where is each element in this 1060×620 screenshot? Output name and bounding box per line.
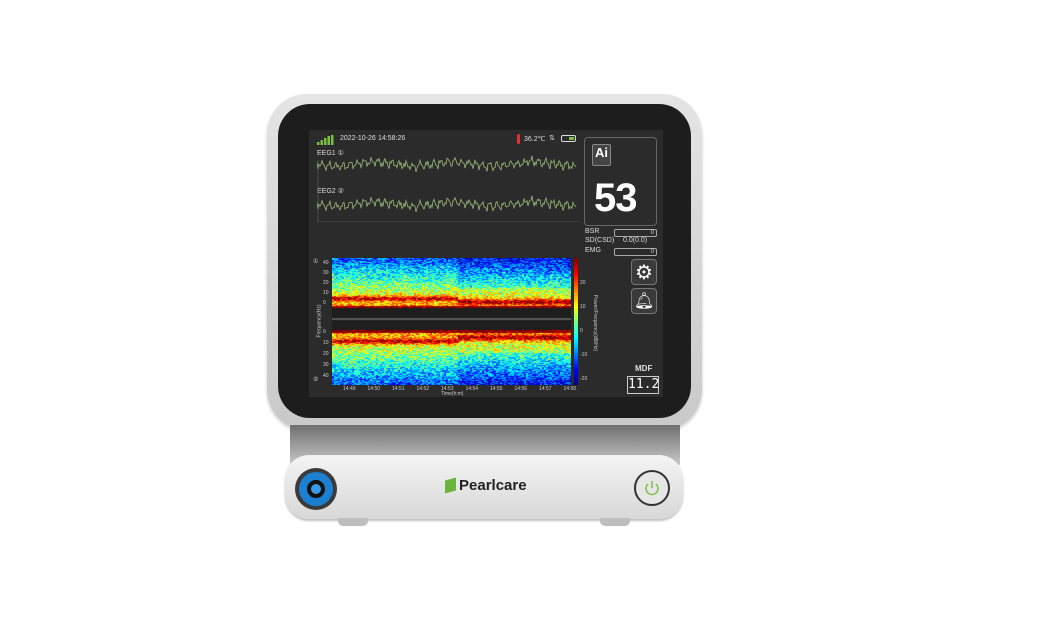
bell-icon: 🔔︎	[633, 293, 655, 310]
index-value: 53	[594, 176, 637, 220]
xtick-label: 14:50	[367, 386, 381, 392]
sdcsd-label: SD(CSD)	[585, 237, 615, 244]
colorbar-tick-label: 0	[580, 328, 583, 334]
sdcsd-value: 0.0(0.0)	[623, 237, 648, 244]
spectrogram-xlabel: Time(h:m)	[441, 391, 464, 397]
colorbar-tick-label: 20	[580, 280, 586, 286]
ytick-label: 20	[323, 351, 329, 357]
channel-top-marker: ①	[313, 259, 319, 265]
monitor-base	[285, 455, 683, 519]
bsr-label: BSR	[585, 228, 600, 235]
channel-bottom-marker: ②	[313, 377, 319, 383]
ytick-label: 30	[323, 362, 329, 368]
battery-icon	[561, 135, 576, 142]
xtick-label: 14:49	[343, 386, 356, 392]
colorbar-tick-label: 10	[580, 304, 586, 310]
index-panel: Ai 53	[584, 137, 657, 226]
date: 2022-10-26	[340, 135, 376, 142]
time: 14:58:26	[378, 135, 406, 142]
leaf-icon	[445, 477, 456, 494]
eeg-waveforms	[317, 155, 579, 222]
power-button[interactable]	[634, 470, 670, 506]
power-icon	[645, 481, 659, 496]
transfer-arrows-icon: ⇅	[549, 135, 555, 142]
spectrogram	[332, 258, 571, 385]
sensor-port[interactable]	[295, 468, 337, 510]
ytick-label: 40	[323, 373, 329, 379]
ytick-label: 40	[323, 260, 329, 266]
ytick-label: 20	[323, 280, 329, 286]
xtick-label: 14:51	[392, 386, 405, 392]
emg-value: 0	[614, 248, 657, 256]
temperature: 36.2℃	[524, 136, 546, 143]
colorbar	[574, 258, 578, 385]
brand-logo: Pearlcare	[445, 477, 527, 494]
settings-button[interactable]: ⚙	[631, 259, 657, 285]
colorbar-tick-label: -10	[580, 352, 588, 358]
emg-label: EMG	[585, 247, 601, 254]
xtick-label: 14:52	[416, 386, 430, 392]
mdf-value: 11.2	[627, 376, 660, 394]
ytick-label: 10	[323, 290, 329, 296]
spectrogram-ylabel: Frequency(Hz)	[316, 304, 323, 338]
foot-right	[600, 518, 630, 526]
xtick-label: 14:57	[539, 386, 552, 392]
thermometer-icon	[517, 134, 520, 144]
ytick-label: 10	[323, 340, 329, 346]
foot-left	[338, 518, 368, 526]
colorbar-label: Power/Frequency(dB/Hz)	[592, 294, 599, 352]
xtick-label: 14:55	[490, 386, 503, 392]
eeg2-waveform	[317, 195, 577, 213]
bsr-value: 0	[614, 229, 657, 237]
eeg1-waveform	[317, 155, 577, 173]
eeg1-label: EEG1 ①	[317, 150, 344, 157]
ytick-label: 0	[323, 300, 326, 306]
gear-icon: ⚙	[635, 261, 653, 284]
ytick-label: 30	[323, 270, 329, 276]
eeg2-label: EEG2 ②	[317, 188, 344, 195]
xtick-label: 14:54	[465, 386, 479, 392]
xtick-label: 14:58	[563, 386, 577, 392]
monitor-screen: 2022-10-26 14:58:26 36.2℃ ⇅ EEG1 ① EEG2 …	[309, 130, 663, 397]
signal-bars-icon	[317, 135, 334, 145]
ai-badge: Ai	[592, 144, 611, 166]
xtick-label: 14:53	[441, 386, 454, 392]
ytick-label: 0	[323, 329, 326, 335]
colorbar-tick-label: -20	[580, 376, 588, 382]
mdf-label: MDF	[635, 364, 653, 373]
alarm-button[interactable]: 🔔︎	[631, 288, 657, 314]
xtick-label: 14:56	[514, 386, 528, 392]
